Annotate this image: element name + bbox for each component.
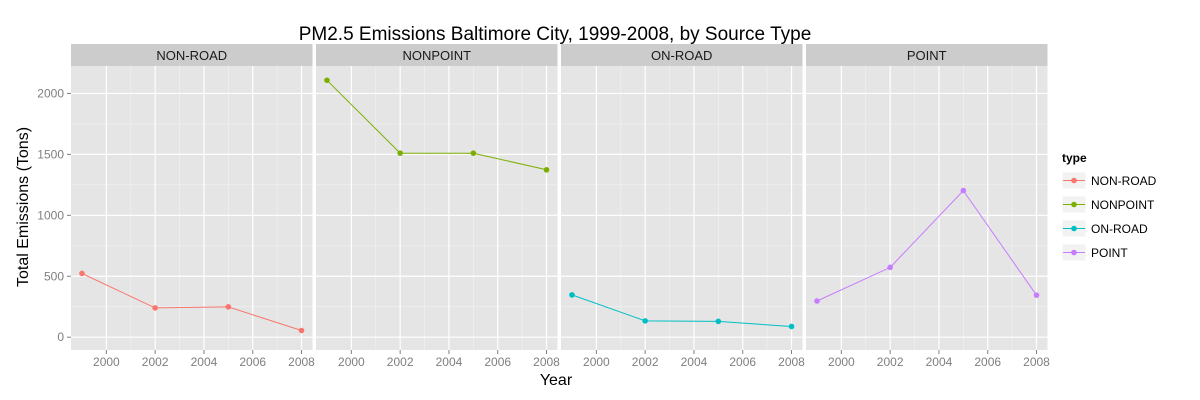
legend-key-point	[1071, 201, 1077, 208]
data-point	[960, 187, 967, 194]
legend-item: NONPOINT	[1061, 195, 1155, 214]
x-tick-label: 2004	[436, 355, 463, 369]
x-tick-label: 2006	[484, 355, 511, 369]
legend-key-point	[1071, 225, 1077, 232]
series-line	[326, 79, 547, 171]
data-point	[324, 77, 330, 84]
facet-strip	[561, 44, 803, 66]
data-point	[715, 318, 722, 325]
facet-strip-label: ON-ROAD	[651, 48, 712, 63]
chart-title: PM2.5 Emissions Baltimore City, 1999-200…	[299, 24, 812, 45]
x-tick-label: 2002	[877, 355, 904, 369]
x-tick-label: 2006	[729, 355, 756, 369]
data-point	[79, 270, 85, 277]
legend-item: ON-ROAD	[1061, 219, 1148, 238]
series-line	[816, 189, 1037, 302]
x-tick-label: 2008	[778, 355, 805, 369]
x-tick-label: 2008	[288, 355, 315, 369]
facet-panel: POINT 2000 2002 2004 2006 2008	[806, 44, 1050, 369]
data-point	[814, 298, 820, 304]
data-point	[470, 150, 477, 156]
facet-panel: NON-ROAD 2000 2002 2004 2006 2008	[71, 44, 315, 369]
facet-strip	[71, 44, 313, 66]
y-axis: 0 500 1000 1500 2000	[37, 86, 71, 344]
facet-strip-label: POINT	[907, 48, 947, 63]
legend-label: NON-ROAD	[1091, 174, 1157, 188]
legend-key-point	[1071, 177, 1077, 184]
facet-panel: ON-ROAD 2000 2002 2004 2006 2008	[561, 44, 805, 369]
x-tick-label: 2004	[926, 355, 953, 369]
y-tick-label: 500	[44, 269, 64, 283]
panel-background	[71, 66, 313, 350]
y-tick-label: 2000	[37, 86, 64, 100]
x-tick-label: 2006	[974, 355, 1001, 369]
x-tick-label: 2000	[828, 355, 855, 369]
data-point	[788, 323, 795, 330]
x-tick-label: 2004	[681, 355, 708, 369]
y-tick-label: 1000	[37, 208, 64, 222]
facet-strip-label: NONPOINT	[402, 48, 471, 63]
x-tick-label: 2008	[533, 355, 560, 369]
x-tick-label: 2000	[583, 355, 610, 369]
legend-title: type	[1062, 151, 1087, 165]
legend-label: NONPOINT	[1091, 198, 1155, 212]
data-point	[887, 264, 893, 271]
facet-strip	[806, 44, 1048, 66]
legend-item: POINT	[1061, 243, 1128, 262]
x-tick-label: 2008	[1023, 355, 1050, 369]
facet-panels: NON-ROAD 2000 2002 2004 2006 2008 NONPOINT 2000…	[71, 44, 1050, 369]
facet-strip-label: NON-ROAD	[156, 48, 227, 63]
x-tick-label: 2006	[239, 355, 266, 369]
y-tick-label: 0	[57, 330, 64, 344]
data-point	[397, 150, 403, 156]
data-point	[543, 167, 550, 173]
x-tick-label: 2004	[191, 355, 218, 369]
series-line	[81, 273, 302, 331]
x-tick-label: 2002	[387, 355, 414, 369]
panel-background	[806, 66, 1048, 350]
series-line	[571, 294, 792, 327]
x-tick-label: 2000	[338, 355, 365, 369]
x-tick-label: 2000	[93, 355, 120, 369]
facet-strip	[316, 44, 558, 66]
data-point	[1033, 292, 1040, 298]
y-axis-title: Total Emissions (Tons)	[15, 127, 32, 287]
x-axis-title: Year	[540, 372, 573, 389]
x-tick-label: 2002	[632, 355, 659, 369]
panel-background	[561, 66, 803, 350]
data-point	[569, 292, 575, 298]
data-point	[152, 305, 158, 311]
legend-item: NON-ROAD	[1061, 171, 1157, 190]
legend-key-point	[1071, 249, 1077, 256]
data-point	[642, 318, 648, 324]
legend-label: POINT	[1091, 246, 1128, 260]
legend: type NON-ROAD NONPOINT ON-ROAD POINT	[1061, 151, 1157, 262]
facet-panel: NONPOINT 2000 2002 2004 2006 2008	[316, 44, 560, 369]
panel-background	[316, 66, 558, 350]
y-tick-label: 1500	[37, 147, 64, 161]
legend-label: ON-ROAD	[1091, 222, 1148, 236]
x-tick-label: 2002	[142, 355, 169, 369]
data-point	[225, 304, 232, 310]
data-point	[298, 327, 305, 334]
